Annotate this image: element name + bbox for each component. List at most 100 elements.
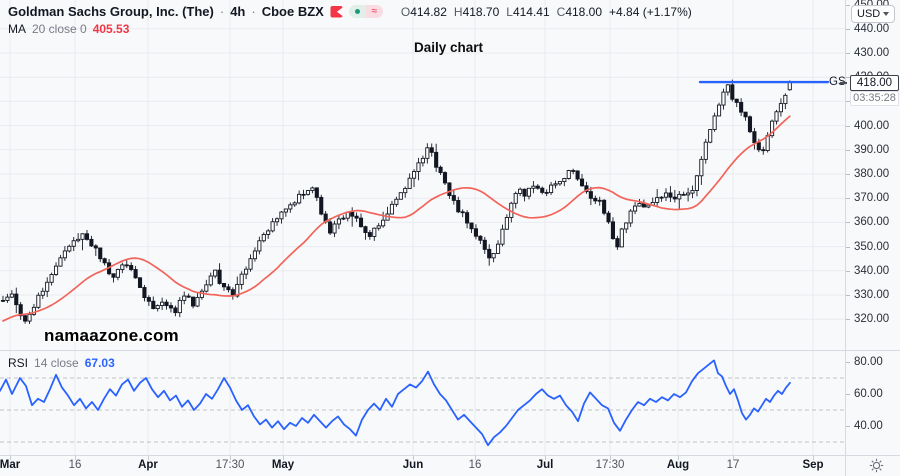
time-tick-label: 17:30 (595, 459, 625, 471)
rsi-params: 14 close (34, 356, 79, 370)
price-tick-mark (846, 53, 850, 54)
price-tick-label: 390.00 (854, 143, 890, 156)
open-label: O (400, 4, 411, 19)
rsi-tick-mark (846, 362, 850, 363)
last-price-label: 418.00 (850, 75, 899, 91)
price-tick-mark (846, 28, 850, 30)
time-tick-mark (283, 456, 284, 460)
time-tick-mark (413, 456, 414, 460)
price-tick-label: 370.00 (854, 192, 890, 205)
time-tick-mark (545, 456, 546, 460)
price-axis[interactable]: USD 418.00 03:35:28 450.00440.00430.0042… (845, 0, 900, 476)
price-scale-settings-gear-icon[interactable] (869, 458, 884, 473)
ma-params: 20 close 0 (32, 22, 87, 36)
rsi-chart-canvas[interactable] (0, 350, 845, 455)
rsi-line (0, 359, 791, 447)
price-tick-mark (846, 149, 850, 151)
main-chart-canvas[interactable] (0, 0, 845, 350)
price-tick-mark (846, 174, 850, 175)
change-value: +4.84 (+1.17%) (609, 4, 692, 19)
ma-indicator-legend[interactable]: MA 20 close 0 405.53 (8, 22, 129, 36)
rsi-name: RSI (8, 356, 29, 370)
market-status-pill[interactable]: ≈ (348, 5, 383, 18)
price-tick-mark (846, 319, 850, 321)
bar-countdown-label: 03:35:28 (850, 91, 899, 106)
time-tick-label: 17 (726, 459, 740, 471)
ohlc-readout: O414.82 H418.70 L414.41 C418.00 +4.84 (+… (401, 5, 692, 19)
chevron-down-icon (883, 12, 890, 16)
time-tick-mark (75, 456, 76, 460)
price-tick-label: 320.00 (854, 313, 890, 326)
rsi-tick-mark (846, 394, 850, 395)
price-tick-mark (846, 4, 850, 6)
rsi-bands (0, 377, 845, 443)
rsi-tick-label: 40.00 (854, 420, 883, 432)
time-tick-mark (148, 456, 149, 460)
low-value: 414.41 (512, 4, 550, 19)
time-tick-label: 16 (468, 459, 482, 471)
currency-dropdown[interactable]: USD (851, 5, 896, 23)
time-tick-mark (610, 456, 611, 460)
time-tick-mark (230, 456, 231, 460)
price-tick-mark (846, 295, 850, 296)
time-axis[interactable]: Mar 16 Apr 17:30 May Jun 16 Jul 17:30 Aug 17 Sep (0, 456, 845, 476)
resistance-line-label[interactable]: GS (829, 76, 846, 88)
rsi-tick-mark (846, 426, 850, 427)
ma-value: 405.53 (92, 22, 130, 36)
time-tick-mark (813, 456, 814, 460)
exchange-flag-icon[interactable] (330, 5, 343, 18)
delayed-data-icon: ≈ (365, 5, 383, 18)
open-value: 414.82 (410, 4, 447, 19)
price-tick-label: 430.00 (854, 47, 890, 59)
close-label: C (556, 4, 566, 19)
interval-label[interactable]: 4h (230, 4, 246, 19)
high-value: 418.70 (462, 4, 500, 19)
close-value: 418.00 (565, 4, 603, 19)
grid (0, 0, 845, 350)
price-tick-label: 360.00 (854, 216, 890, 229)
time-tick-mark (678, 456, 679, 460)
separator-dot: · (251, 4, 256, 19)
rsi-tick-label: 60.00 (854, 388, 883, 400)
symbol-legend[interactable]: Goldman Sachs Group, Inc. (The) · 4h · C… (8, 4, 692, 19)
time-tick-label: Jun (402, 459, 424, 471)
exchange-label: Cboe BZX (261, 4, 324, 19)
resistance-line-dash (840, 82, 847, 84)
daily-chart-annotation: Daily chart (414, 40, 484, 55)
time-tick-label: 16 (68, 459, 82, 471)
time-tick-label: May (271, 459, 295, 471)
time-axis-separator (0, 455, 900, 456)
price-tick-label: 440.00 (854, 22, 890, 35)
time-tick-label: Mar (0, 459, 21, 471)
price-tick-mark (846, 246, 850, 248)
separator-dot: · (219, 4, 225, 19)
symbol-title[interactable]: Goldman Sachs Group, Inc. (The) (8, 4, 214, 19)
candles (0, 79, 792, 325)
time-tick-label: Aug (666, 459, 690, 471)
pane-separator[interactable] (0, 350, 900, 351)
time-tick-mark (733, 456, 734, 460)
time-tick-mark (475, 456, 476, 460)
price-tick-label: 380.00 (854, 168, 890, 180)
grid (9, 350, 814, 455)
price-tick-label: 340.00 (854, 264, 890, 277)
rsi-indicator-legend[interactable]: RSI 14 close 67.03 (8, 356, 115, 370)
price-tick-label: 330.00 (854, 289, 890, 301)
watermark-text: namaazone.com (44, 326, 179, 345)
ma-name: MA (8, 22, 26, 36)
price-tick-mark (846, 270, 850, 272)
price-tick-mark (846, 125, 850, 127)
time-tick-label: Jul (536, 459, 554, 471)
rsi-value: 67.03 (84, 356, 115, 370)
price-tick-mark (846, 101, 850, 103)
price-tick-mark (846, 222, 850, 224)
rsi-tick-label: 80.00 (854, 356, 883, 368)
price-tick-label: 400.00 (854, 119, 890, 132)
market-open-dot-icon (348, 5, 366, 18)
ma-line (2, 115, 791, 322)
time-tick-mark (10, 456, 11, 460)
high-label: H (453, 4, 463, 19)
price-tick-label: 350.00 (854, 240, 890, 253)
low-label: L (506, 4, 513, 19)
